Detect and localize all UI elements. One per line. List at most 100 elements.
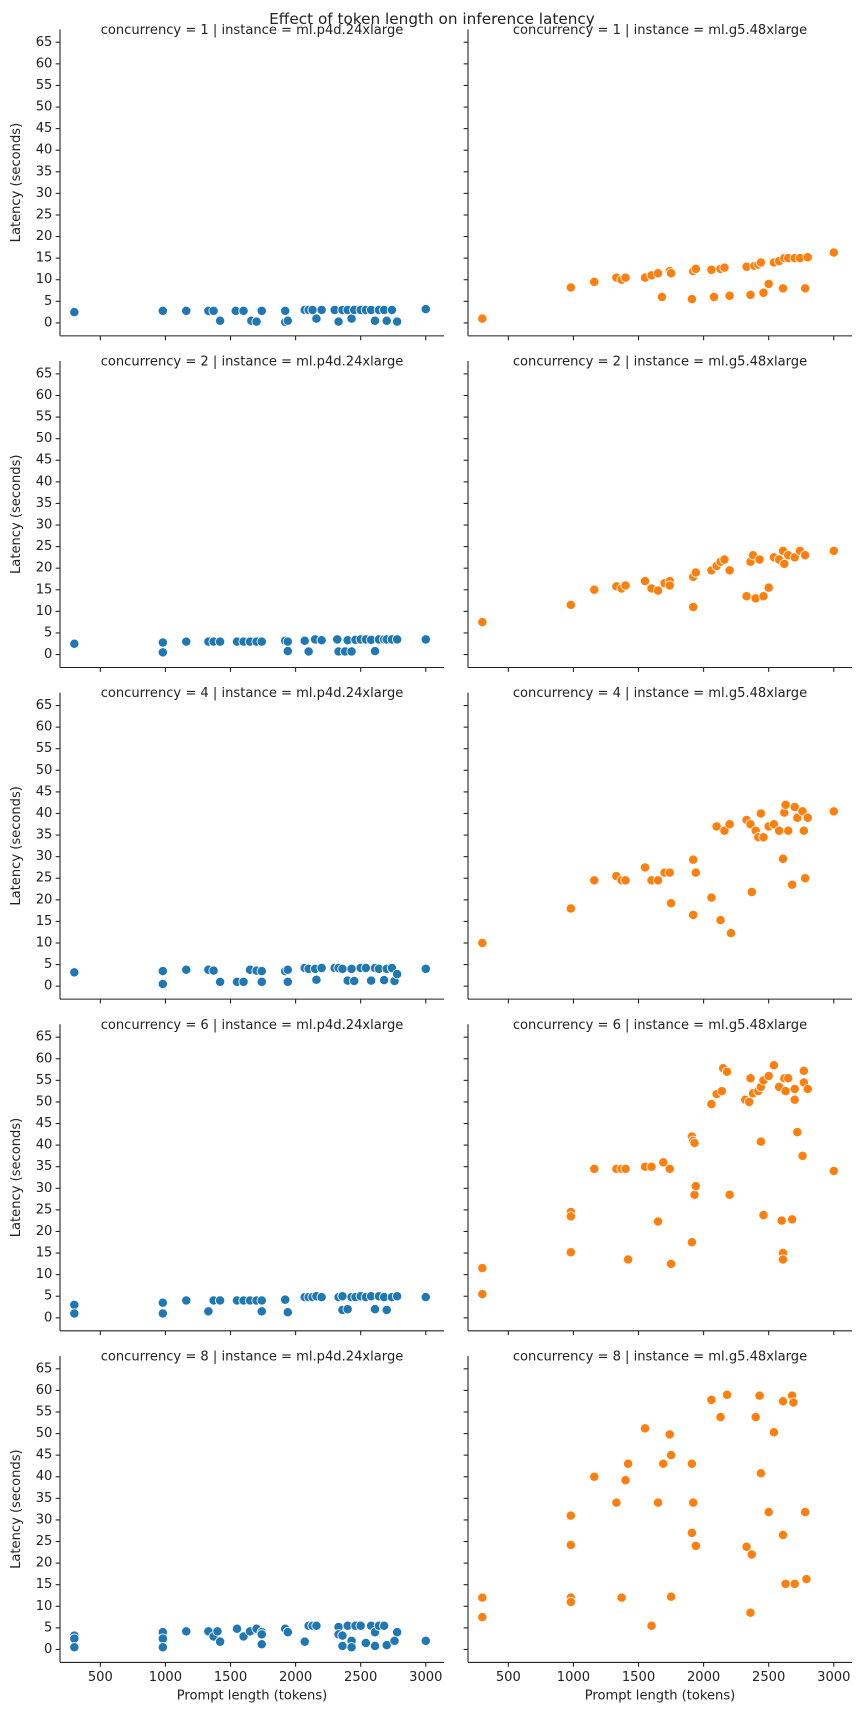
scatter-point: [706, 892, 717, 903]
x-tick-label: 2000: [687, 1670, 720, 1685]
y-axis-label: Latency (seconds): [9, 454, 24, 574]
scatter-point: [652, 268, 664, 279]
scatter-point: [763, 278, 774, 290]
scatter-point: [664, 867, 675, 878]
scatter-point: [664, 580, 675, 591]
scatter-point: [157, 305, 168, 316]
panel-title: concurrency = 2 | instance = ml.p4d.24xl…: [101, 355, 404, 370]
scatter-point: [719, 262, 730, 273]
scatter-point: [203, 1306, 214, 1317]
y-axis-label: Latency (seconds): [9, 786, 24, 906]
y-tick-label: 30: [36, 186, 53, 201]
scatter-point: [346, 646, 357, 657]
scatter-point: [828, 806, 839, 817]
scatter-point: [789, 1094, 800, 1105]
scatter-point: [282, 645, 293, 657]
scatter-point: [392, 634, 403, 645]
y-tick-label: 55: [36, 741, 53, 756]
y-tick-label: 5: [44, 1289, 52, 1304]
scatter-point: [828, 1165, 839, 1177]
y-tick-label: 30: [36, 1181, 53, 1196]
scatter-point: [420, 963, 431, 975]
panel-title: concurrency = 8 | instance = ml.p4d.24xl…: [101, 1349, 404, 1364]
scatter-point: [786, 1214, 798, 1225]
y-axis-label: Latency (seconds): [9, 123, 24, 243]
scatter-point: [789, 801, 800, 813]
y-tick-label: 20: [36, 561, 53, 576]
scatter-point: [828, 247, 839, 258]
y-tick-label: 40: [36, 474, 53, 489]
scatter-point: [690, 263, 701, 275]
y-tick-label: 40: [36, 1469, 53, 1484]
x-axis-label: Prompt length (tokens): [177, 1689, 328, 1704]
scatter-point: [157, 1308, 168, 1319]
scatter-point: [214, 636, 226, 647]
y-tick-label: 65: [36, 35, 53, 50]
scatter-point: [639, 576, 651, 587]
scatter-point: [365, 975, 377, 986]
scatter-point: [589, 584, 600, 595]
y-tick-label: 20: [36, 1556, 53, 1571]
scatter-point: [477, 313, 488, 324]
scatter-point: [282, 636, 293, 647]
scatter-point: [758, 591, 769, 602]
scatter-point: [620, 580, 631, 591]
scatter-point: [392, 1627, 403, 1638]
y-tick-label: 35: [36, 1491, 53, 1506]
scatter-point: [282, 1627, 293, 1638]
scatter-point: [620, 1475, 631, 1486]
scatter-point: [715, 1412, 726, 1423]
scatter-point: [282, 1307, 293, 1318]
panel-title: concurrency = 8 | instance = ml.g5.48xla…: [513, 1349, 807, 1364]
scatter-point: [689, 1189, 700, 1200]
scatter-point: [392, 968, 403, 980]
scatter-point: [689, 1137, 700, 1149]
scatter-point: [316, 304, 327, 316]
scatter-point: [477, 937, 488, 949]
scatter-point: [381, 1640, 392, 1651]
scatter-point: [828, 545, 839, 557]
y-tick-label: 55: [36, 1073, 53, 1088]
scatter-point: [658, 1458, 669, 1469]
scatter-point: [690, 567, 701, 578]
scatter-point: [690, 1540, 701, 1551]
x-tick-label: 3000: [409, 1670, 442, 1685]
scatter-point: [214, 1295, 226, 1306]
scatter-point: [745, 1073, 756, 1084]
scatter-point: [157, 647, 168, 658]
scatter-point: [758, 287, 769, 298]
scatter-point: [355, 1620, 366, 1631]
scatter-point: [616, 1592, 627, 1603]
scatter-point: [378, 1620, 390, 1631]
y-tick-label: 0: [44, 315, 52, 330]
scatter-point: [360, 1637, 372, 1649]
y-tick-label: 35: [36, 496, 53, 511]
scatter-point: [369, 315, 381, 326]
x-tick-label: 1000: [557, 1670, 590, 1685]
scatter-point: [316, 962, 327, 974]
scatter-point: [719, 554, 730, 565]
scatter-point: [311, 1620, 322, 1631]
scatter-point: [724, 819, 735, 830]
y-tick-label: 10: [36, 604, 53, 619]
scatter-point: [337, 1630, 348, 1641]
scatter-point: [665, 1591, 677, 1602]
y-tick-label: 30: [36, 1512, 53, 1527]
scatter-point: [238, 976, 249, 987]
scatter-point: [589, 276, 600, 288]
x-tick-label: 500: [496, 1670, 521, 1685]
figure-title: Effect of token length on inference late…: [269, 10, 595, 28]
scatter-point: [157, 965, 168, 977]
panel-title: concurrency = 4 | instance = ml.p4d.24xl…: [101, 686, 404, 701]
scatter-point: [337, 1640, 348, 1652]
scatter-point: [745, 1607, 756, 1618]
panel-title: concurrency = 6 | instance = ml.g5.48xla…: [513, 1018, 807, 1033]
scatter-point: [157, 978, 168, 990]
scatter-point: [69, 1642, 80, 1653]
scatter-point: [686, 294, 698, 305]
scatter-point: [763, 582, 774, 593]
scatter-point: [779, 558, 790, 570]
scatter-point: [788, 1397, 799, 1408]
y-tick-label: 5: [44, 1620, 52, 1635]
